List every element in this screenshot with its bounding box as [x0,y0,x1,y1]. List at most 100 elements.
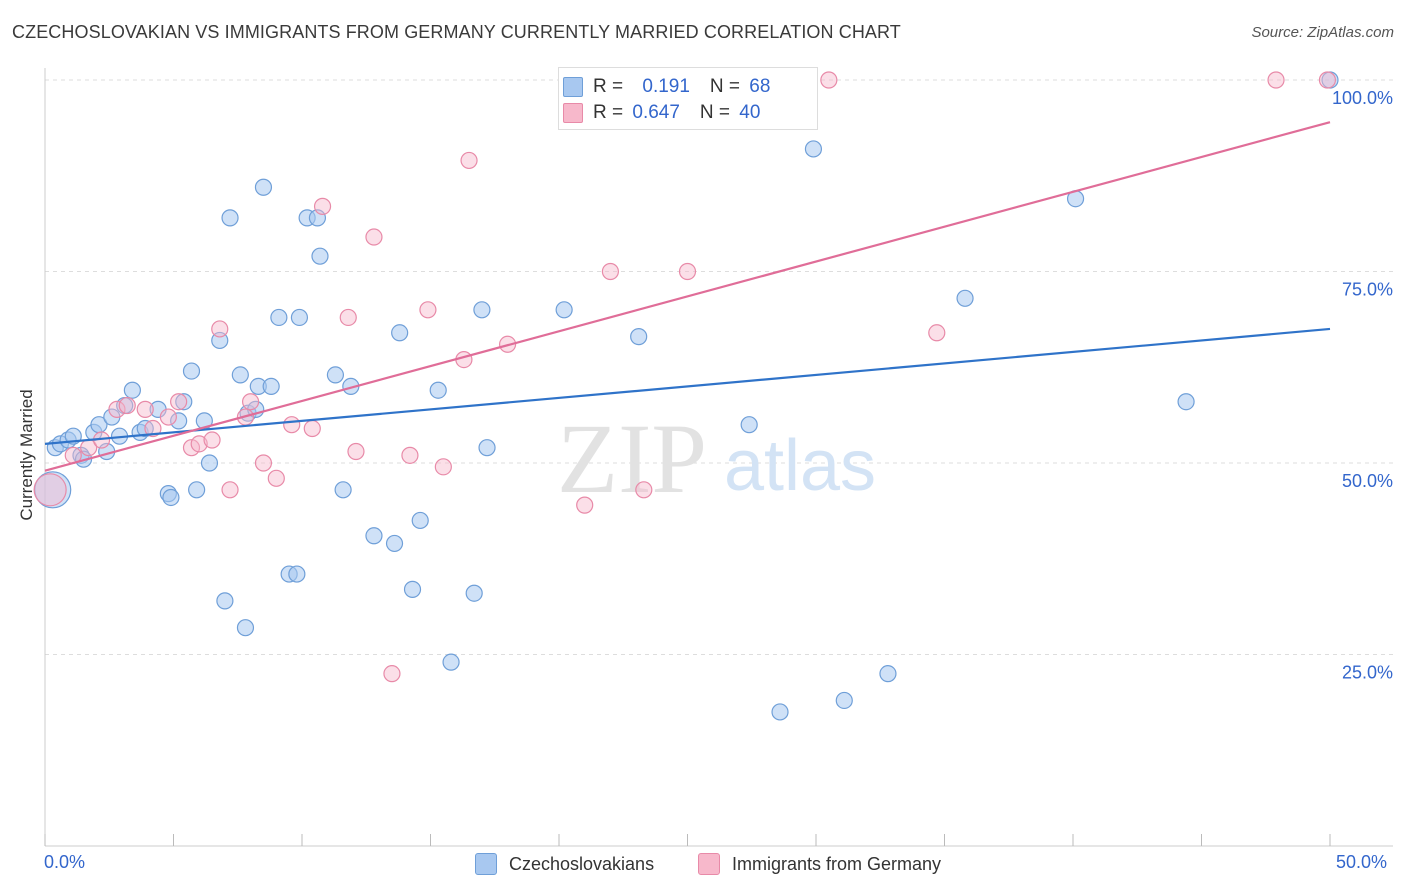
czechoslovakian-point [630,328,648,346]
germany-immigrant-point [820,71,838,89]
germany-immigrant-point [211,320,229,338]
germany-immigrant-point [383,665,401,683]
legend-label-czechoslovakians: Czechoslovakians [509,853,655,874]
czechoslovakian-point [411,511,429,530]
czechoslovakian-point [334,481,352,499]
czechoslovakian-point [365,527,383,545]
germany-immigrant-point [339,308,357,327]
watermark-zip: ZIP [557,403,707,514]
n-value-2: 40 [739,102,761,123]
czechoslovakian-point [804,140,823,158]
legend-swatch-blue [563,77,583,97]
germany-immigrant-point [303,419,321,438]
legend-label-immigrants-germany: Immigrants from Germany [732,853,942,874]
germany-immigrant-point [170,393,188,411]
czechoslovakian-point [182,362,201,380]
czechoslovakian-point [270,308,288,327]
germany-immigrant-point [108,400,126,418]
y-tick-labels: 25.0% 50.0% 75.0% 100.0% [1332,88,1393,683]
czechoslovakian-point [465,584,483,602]
czechoslovakian-point [123,381,141,399]
germany-immigrant-point [1267,71,1285,89]
y-tick-label: 25.0% [1342,663,1393,683]
n-value-1: 68 [749,76,771,97]
germany-immigrant-point [118,396,136,415]
czechoslovakian-point [385,534,404,553]
czechoslovakian-point [236,619,255,637]
czechoslovakian-point [311,247,329,265]
y-tick-label: 100.0% [1332,88,1393,108]
r-value-2: 0.647 [632,102,680,123]
czechoslovakian-point [879,665,897,683]
czechoslovakian-point [254,178,273,196]
czechoslovakian-point [231,366,249,384]
czechoslovakian-point [956,289,974,307]
czechoslovakian-point [1177,393,1195,411]
czechoslovakian-point [216,592,234,610]
czechoslovakian-point [288,565,306,583]
czechoslovakian-point [391,324,409,342]
grid-layer [45,79,1393,655]
y-tick-label: 75.0% [1342,280,1393,300]
czechoslovakian-point [555,301,573,319]
germany-immigrant-point [33,473,67,507]
chart-source: Source: ZipAtlas.com [1251,24,1394,41]
czechoslovakian-point [200,454,219,472]
czechoslovakian-point [170,412,188,430]
legend-swatch-immigrants-germany [698,853,720,875]
series-legend-2: Immigrants from Germany [698,851,941,877]
germany-immigrant-point [242,393,260,411]
germany-immigrant-point [401,446,419,464]
czechoslovakian-point [221,209,239,227]
r-label-1: R = [593,76,629,97]
axes-layer [44,68,1393,847]
germany-immigrant-point [283,416,301,434]
czechoslovakian-point [835,691,853,710]
y-tick-label: 50.0% [1342,471,1393,491]
chart-title: CZECHOSLOVAKIAN VS IMMIGRANTS FROM GERMA… [12,22,901,42]
czechoslovakian-point [771,703,789,721]
watermark-atlas: atlas [724,426,876,506]
germany-immigrant-point [144,419,162,438]
n-label-2: N = [699,102,736,123]
germany-immigrant-point [928,324,946,342]
trend-layer [44,121,1331,472]
germany-immigrant-point [434,458,452,476]
r-value-1: 0.191 [642,76,690,97]
germany-immigrant-point [313,197,332,215]
germany-immigrant-point [203,431,221,449]
czechoslovakian-point [188,481,206,499]
germany-immigrant-point [601,262,620,281]
germany-immigrant-point [159,408,177,426]
czechoslovakian-trend-line [44,327,1331,445]
germany-immigrant-point [254,454,273,472]
n-label-1: N = [709,76,746,97]
stats-legend-row-1: R = 0.191 N = 68 [563,75,771,99]
germany-immigrant-point [221,481,239,499]
germany-immigrant-point [678,262,697,281]
x-tick-label-max: 50.0% [1336,852,1388,872]
germany-immigrant-point [1318,71,1337,89]
germany-immigrant-point [419,301,437,319]
germany-immigrant-point [635,481,653,499]
germany-immigrant-point [182,439,201,457]
r-label-2: R = [593,102,629,123]
stats-legend-row-2: R = 0.647 N = 40 [563,101,761,125]
germany-immigrant-point [347,442,365,461]
czechoslovakian-point [262,377,280,395]
czechoslovakian-point [473,301,491,319]
czechoslovakian-point [478,439,496,457]
legend-swatch-czechoslovakians [475,853,497,875]
stats-legend: R = 0.191 N = 68 R = 0.647 N = 40 [558,67,818,130]
czechoslovakian-point [326,366,345,384]
czechoslovakian-point [403,580,422,598]
series-legend-1: Czechoslovakians [475,851,654,877]
czechoslovakian-point [429,381,447,399]
x-tick-label-min: 0.0% [44,852,86,872]
germany-immigrant-point [576,496,594,514]
czechoslovakian-point [175,393,193,411]
czechoslovakian-point [290,308,309,327]
czechoslovakian-point [162,488,180,507]
germany-immigrant-trend-line [44,121,1331,472]
